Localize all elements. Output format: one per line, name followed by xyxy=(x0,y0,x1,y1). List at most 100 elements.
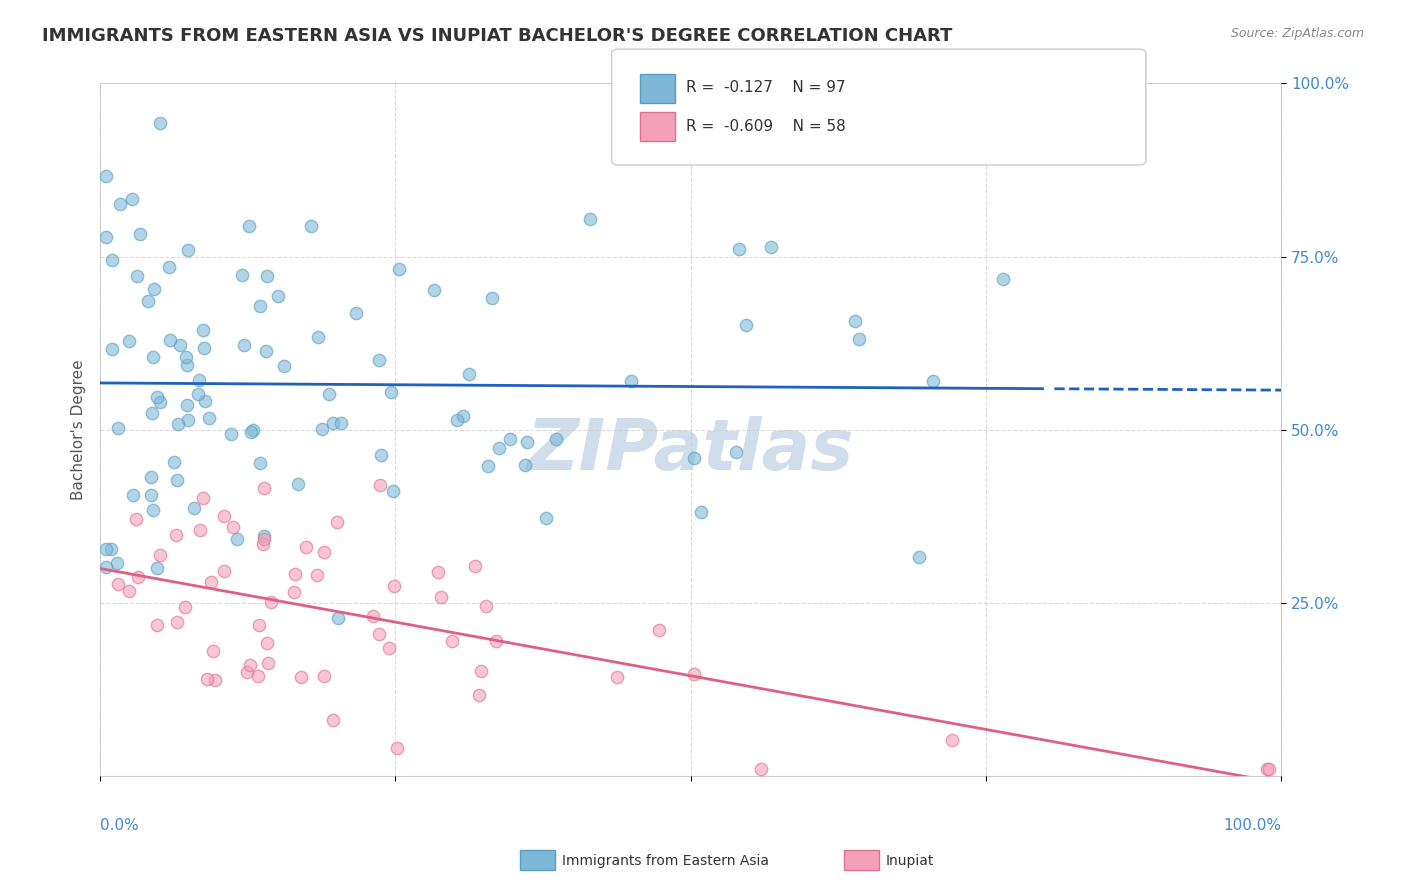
Point xyxy=(187,387,209,401)
Point xyxy=(96,169,118,183)
Point xyxy=(110,197,132,211)
Point xyxy=(426,565,449,579)
Point xyxy=(477,459,499,474)
Point xyxy=(307,330,329,344)
Point xyxy=(233,338,256,352)
Point xyxy=(204,673,226,688)
Point xyxy=(159,333,181,347)
Point xyxy=(683,450,706,465)
Point xyxy=(370,478,392,492)
Point xyxy=(283,584,305,599)
Point xyxy=(344,306,367,320)
Point xyxy=(648,624,671,638)
Point xyxy=(759,240,782,254)
Point xyxy=(107,577,129,591)
Point xyxy=(299,219,322,233)
Point xyxy=(467,688,489,702)
Point xyxy=(129,227,152,242)
Point xyxy=(908,550,931,565)
Point xyxy=(94,560,117,574)
Point xyxy=(329,416,352,430)
Point xyxy=(544,432,567,446)
Point xyxy=(142,503,165,517)
Point xyxy=(242,423,264,437)
Text: Source: ZipAtlas.com: Source: ZipAtlas.com xyxy=(1230,27,1364,40)
Point xyxy=(166,417,188,431)
Point xyxy=(326,610,349,624)
Point xyxy=(254,343,277,358)
Text: 100.0%: 100.0% xyxy=(1223,818,1281,833)
Point xyxy=(387,740,409,755)
Point xyxy=(249,618,271,632)
Point xyxy=(318,387,340,401)
Point xyxy=(620,374,643,388)
Point xyxy=(176,399,198,413)
Point xyxy=(236,665,259,679)
Point xyxy=(253,533,276,547)
Point xyxy=(162,455,184,469)
Point xyxy=(370,448,392,462)
Point xyxy=(314,669,336,683)
Point xyxy=(284,567,307,582)
Point xyxy=(311,422,333,436)
Point xyxy=(239,658,262,673)
Point xyxy=(295,540,318,554)
Point xyxy=(176,358,198,372)
Point xyxy=(226,532,249,546)
Point xyxy=(139,470,162,484)
Point xyxy=(100,542,122,557)
Point xyxy=(578,212,600,227)
Point xyxy=(484,634,506,648)
Point xyxy=(231,268,253,283)
Point xyxy=(513,458,536,472)
Point xyxy=(222,520,245,534)
Text: Immigrants from Eastern Asia: Immigrants from Eastern Asia xyxy=(562,854,769,868)
Point xyxy=(127,269,149,284)
Point xyxy=(127,570,149,584)
Point xyxy=(177,413,200,427)
Point xyxy=(735,318,758,332)
Point xyxy=(136,294,159,309)
Point xyxy=(188,523,211,537)
Text: R =  -0.127    N = 97: R = -0.127 N = 97 xyxy=(686,80,846,95)
Point xyxy=(148,395,170,409)
Point xyxy=(683,667,706,681)
Text: R =  -0.609    N = 58: R = -0.609 N = 58 xyxy=(686,120,846,134)
Point xyxy=(121,487,143,501)
Point xyxy=(238,219,260,234)
Point xyxy=(118,583,141,598)
Point xyxy=(142,282,165,296)
Point xyxy=(1258,762,1281,776)
Point xyxy=(470,665,492,679)
Point xyxy=(117,334,139,348)
Point xyxy=(941,733,963,747)
Point xyxy=(100,342,122,356)
Point xyxy=(125,511,148,525)
Point xyxy=(146,391,169,405)
Point xyxy=(139,488,162,502)
Point xyxy=(273,359,295,373)
Point xyxy=(848,332,870,346)
Point xyxy=(193,341,215,355)
Point xyxy=(121,192,143,206)
Point xyxy=(197,411,219,425)
Point xyxy=(247,669,270,683)
Point xyxy=(165,528,187,542)
Point xyxy=(689,504,711,518)
Point xyxy=(312,544,335,558)
Y-axis label: Bachelor's Degree: Bachelor's Degree xyxy=(72,359,86,500)
Point xyxy=(191,491,214,506)
Point xyxy=(195,672,218,686)
Text: 0.0%: 0.0% xyxy=(100,818,139,833)
Point xyxy=(474,599,496,613)
Point xyxy=(193,323,215,337)
Point xyxy=(157,260,180,274)
Point xyxy=(142,351,165,365)
Point xyxy=(322,416,344,430)
Point xyxy=(259,594,281,608)
Point xyxy=(166,473,188,487)
Point xyxy=(219,426,242,441)
Point xyxy=(423,283,446,297)
Point xyxy=(249,456,271,470)
Point xyxy=(606,669,628,683)
